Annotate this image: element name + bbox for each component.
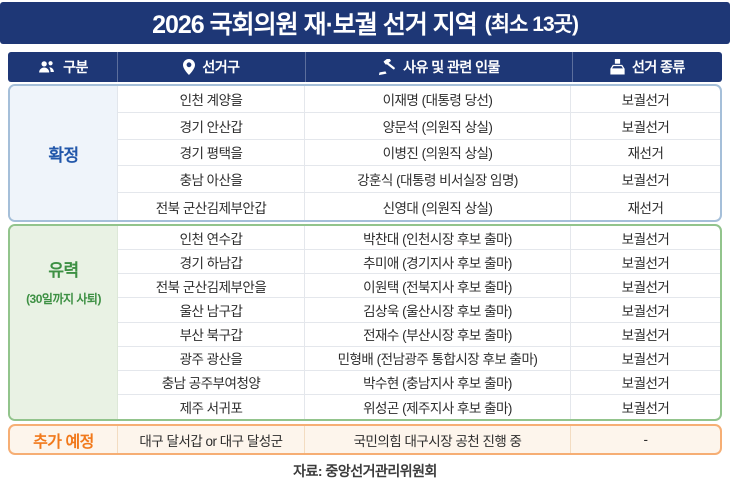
election-type-cell: 재선거: [571, 140, 720, 167]
section-label-cell: 유력 (30일까지 사퇴): [10, 226, 118, 419]
table-row: 경기 평택을 이병진 (의원직 상실) 재선거: [118, 139, 720, 167]
reason-cell: 추미애 (경기지사 후보 출마): [305, 250, 571, 275]
table-header-row: 구분 선거구 사유 및 관련 인물 선거 종류: [8, 52, 722, 82]
reason-cell: 김상욱 (울산시장 후보 출마): [305, 298, 571, 323]
section-label: 유력: [48, 261, 79, 280]
reason-cell: 양문석 (의원직 상실): [305, 112, 571, 140]
reason-cell: 국민의힘 대구시장 공천 진행 중: [305, 426, 571, 453]
district-cell: 인천 연수갑: [118, 226, 305, 251]
column-header-district: 선거구: [118, 52, 306, 82]
district-cell: 경기 평택을: [118, 139, 305, 167]
column-header-label: 사유 및 관련 인물: [403, 59, 500, 75]
election-type-cell: 보궐선거: [571, 250, 720, 275]
district-cell: 충남 공주부여청양: [118, 370, 305, 395]
election-type-cell: 보궐선거: [571, 347, 720, 371]
table-row: 제주 서귀포 위성곤 (제주지사 후보 출마) 보궐선거: [118, 394, 720, 419]
election-type-cell: 보궐선거: [621, 400, 670, 416]
table-row: 울산 남구갑 김상욱 (울산시장 후보 출마) 보궐선거: [118, 298, 720, 323]
reason-cell: 이원택 (전북지사 후보 출마): [305, 274, 571, 299]
section-confirmed: 확정 인천 계양을 이재명 (대통령 당선) 보궐선거 경기 안산갑 양문석 (…: [8, 84, 722, 222]
gavel-icon: [378, 58, 396, 76]
section-likely: 유력 (30일까지 사퇴) 인천 연수갑 박찬대 (인천시장 후보 출마) 보궐…: [8, 224, 722, 421]
district-cell: 인천 계양을: [118, 86, 305, 113]
table-row: 대구 달서갑 or 대구 달성군 국민의힘 대구시장 공천 진행 중 -: [118, 426, 720, 453]
section-label: 확정: [48, 145, 79, 165]
section-label-cell: 추가 예정: [10, 426, 118, 453]
election-type-cell: 보궐선거: [571, 226, 720, 251]
table-row: 경기 안산갑 양문석 (의원직 상실) 보궐선거: [118, 112, 720, 140]
reason-cell: 신영대 (의원직 상실): [305, 193, 571, 220]
table-row: 전북 군산김제부안갑 신영대 (의원직 상실) 재선거: [118, 193, 720, 220]
reason-cell: 이재명 (대통령 당선): [305, 86, 571, 113]
district-cell: 경기 하남갑: [118, 250, 305, 275]
district-cell: 부산 북구갑: [118, 322, 305, 347]
table-row: 경기 하남갑 추미애 (경기지사 후보 출마) 보궐선거: [118, 250, 720, 275]
column-header-label: 선거 종류: [632, 59, 685, 75]
district-cell: 광주 광산을: [118, 346, 305, 371]
ballot-box-icon: [610, 59, 625, 75]
election-type-cell: 재선거: [627, 200, 664, 216]
title-bar: 2026 국회의원 재·보궐 선거 지역 (최소 13곳): [0, 2, 730, 44]
reason-cell: 민형배 (전남광주 통합시장 후보 출마): [305, 346, 571, 371]
table-row: 충남 공주부여청양 박수현 (충남지사 후보 출마) 보궐선거: [118, 370, 720, 395]
election-type-cell: 보궐선거: [571, 274, 720, 299]
section-rows: 대구 달서갑 or 대구 달성군 국민의힘 대구시장 공천 진행 중 -: [118, 426, 720, 453]
election-type-cell: -: [643, 432, 649, 447]
district-cell: 울산 남구갑: [118, 298, 305, 323]
reason-cell: 강훈식 (대통령 비서실장 임명): [305, 166, 571, 194]
map-pin-icon: [183, 59, 196, 75]
table-row: 인천 연수갑 박찬대 (인천시장 후보 출마) 보궐선거: [118, 226, 720, 251]
reason-cell: 위성곤 (제주지사 후보 출마): [305, 394, 571, 419]
table-row: 광주 광산을 민형배 (전남광주 통합시장 후보 출마) 보궐선거: [118, 346, 720, 371]
reason-cell: 박찬대 (인천시장 후보 출마): [305, 226, 571, 251]
table-row: 인천 계양을 이재명 (대통령 당선) 보궐선거: [118, 86, 720, 113]
election-type-cell: 보궐선거: [571, 371, 720, 395]
column-header-type: 선거 종류: [573, 52, 722, 82]
district-cell: 대구 달서갑 or 대구 달성군: [118, 426, 305, 453]
people-icon: [37, 60, 56, 74]
election-type-cell: 보궐선거: [571, 166, 720, 194]
election-type-cell: 보궐선거: [571, 298, 720, 323]
section-label-cell: 확정: [10, 86, 118, 220]
district-cell: 경기 안산갑: [118, 112, 305, 140]
column-header-reason: 사유 및 관련 인물: [306, 52, 573, 82]
reason-cell: 전재수 (부산시장 후보 출마): [305, 322, 571, 347]
source-note: 자료: 중앙선거관리위원회: [293, 463, 437, 479]
reason-cell: 이병진 (의원직 상실): [305, 139, 571, 167]
district-cell: 전북 군산김제부안을: [118, 274, 305, 299]
page-title-suffix: (최소 13곳): [484, 13, 579, 36]
table-row: 부산 북구갑 전재수 (부산시장 후보 출마) 보궐선거: [118, 322, 720, 347]
section-additional: 추가 예정 대구 달서갑 or 대구 달성군 국민의힘 대구시장 공천 진행 중…: [8, 424, 722, 455]
section-rows: 인천 계양을 이재명 (대통령 당선) 보궐선거 경기 안산갑 양문석 (의원직…: [118, 86, 720, 220]
section-rows: 인천 연수갑 박찬대 (인천시장 후보 출마) 보궐선거 경기 하남갑 추미애 …: [118, 226, 720, 419]
table-row: 충남 아산을 강훈식 (대통령 비서실장 임명) 보궐선거: [118, 166, 720, 194]
election-type-cell: 보궐선거: [571, 86, 720, 113]
district-cell: 충남 아산을: [118, 166, 305, 194]
district-cell: 전북 군산김제부안갑: [118, 193, 305, 220]
section-sublabel: (30일까지 사퇴): [26, 292, 101, 306]
election-type-cell: 보궐선거: [571, 113, 720, 140]
reason-cell: 박수현 (충남지사 후보 출마): [305, 370, 571, 395]
section-label: 추가 예정: [33, 433, 94, 451]
page-title: 2026 국회의원 재·보궐 선거 지역: [152, 11, 478, 39]
district-cell: 제주 서귀포: [118, 394, 305, 419]
table-row: 전북 군산김제부안을 이원택 (전북지사 후보 출마) 보궐선거: [118, 274, 720, 299]
column-header-category: 구분: [8, 52, 118, 82]
election-type-cell: 보궐선거: [571, 323, 720, 347]
column-header-label: 선거구: [202, 59, 240, 75]
column-header-label: 구분: [63, 59, 88, 75]
